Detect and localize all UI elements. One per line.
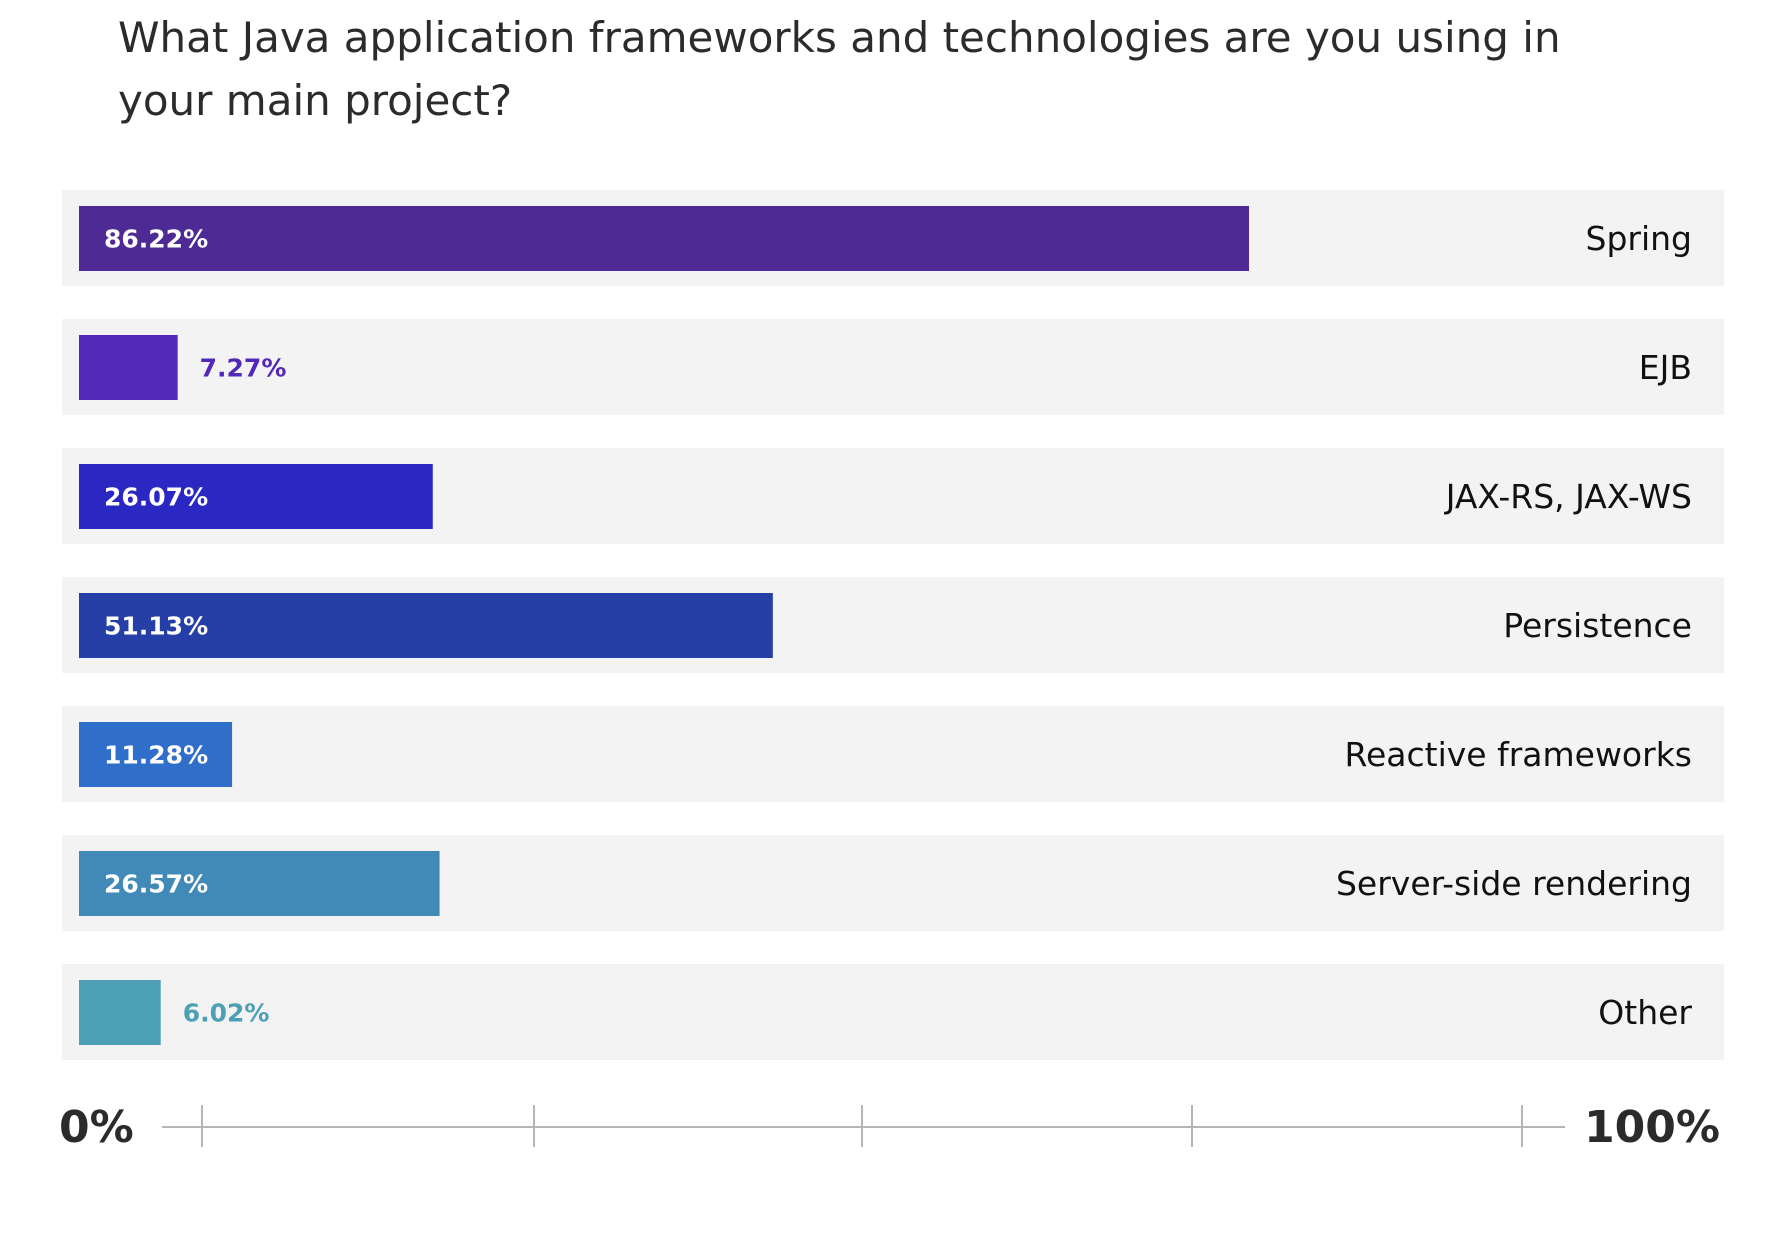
bar-row-reactive-frameworks: 11.28% Reactive frameworks [62, 706, 1724, 802]
bar-value-label-jax-rs-jax-ws: 26.07% [104, 483, 208, 512]
row-background [62, 964, 1724, 1060]
row-background [62, 319, 1724, 415]
bar-row-other: 6.02% Other [62, 964, 1724, 1060]
bar-row-persistence: 51.13% Persistence [62, 577, 1724, 673]
bar-row-spring: 86.22% Spring [62, 190, 1724, 286]
category-label-server-side-rendering: Server-side rendering [1336, 864, 1692, 903]
category-label-ejb: EJB [1639, 348, 1692, 387]
category-label-reactive-frameworks: Reactive frameworks [1345, 735, 1692, 774]
bar-value-label-server-side-rendering: 26.57% [104, 870, 208, 899]
category-label-spring: Spring [1586, 219, 1693, 258]
bar-server-side-rendering [79, 851, 440, 916]
bar-value-label-persistence: 51.13% [104, 612, 208, 641]
bar-persistence [79, 593, 773, 658]
bar-spring [79, 206, 1250, 271]
bar-reactive-frameworks [79, 722, 233, 787]
category-label-jax-rs-jax-ws: JAX-RS, JAX-WS [1444, 477, 1692, 516]
axis-max-label: 100% [1584, 1102, 1720, 1153]
row-background [62, 706, 1724, 802]
bar-value-label-reactive-frameworks: 11.28% [104, 741, 208, 770]
chart-title: What Java application frameworks and tec… [118, 13, 1561, 125]
bar-row-jax-rs-jax-ws: 26.07% JAX-RS, JAX-WS [62, 448, 1724, 544]
bar-value-label-ejb: 7.27% [200, 354, 287, 383]
axis-min-label: 0% [59, 1102, 134, 1153]
bar-jax-rs-jax-ws [79, 464, 433, 529]
category-label-other: Other [1598, 993, 1692, 1032]
x-axis-ticks [201, 1105, 1523, 1147]
bar-value-label-other: 6.02% [183, 999, 270, 1028]
chart-rows: 86.22% Spring 7.27% EJB 26.07% JAX-RS, JAX-WS… [62, 190, 1724, 1060]
bar-other [79, 980, 161, 1045]
category-label-persistence: Persistence [1503, 606, 1692, 645]
bar-ejb [79, 335, 178, 400]
bar-row-ejb: 7.27% EJB [62, 319, 1724, 415]
x-axis: 0% 100% [59, 1102, 1720, 1153]
bar-value-label-spring: 86.22% [104, 225, 208, 254]
bar-row-server-side-rendering: 26.57% Server-side rendering [62, 835, 1724, 931]
